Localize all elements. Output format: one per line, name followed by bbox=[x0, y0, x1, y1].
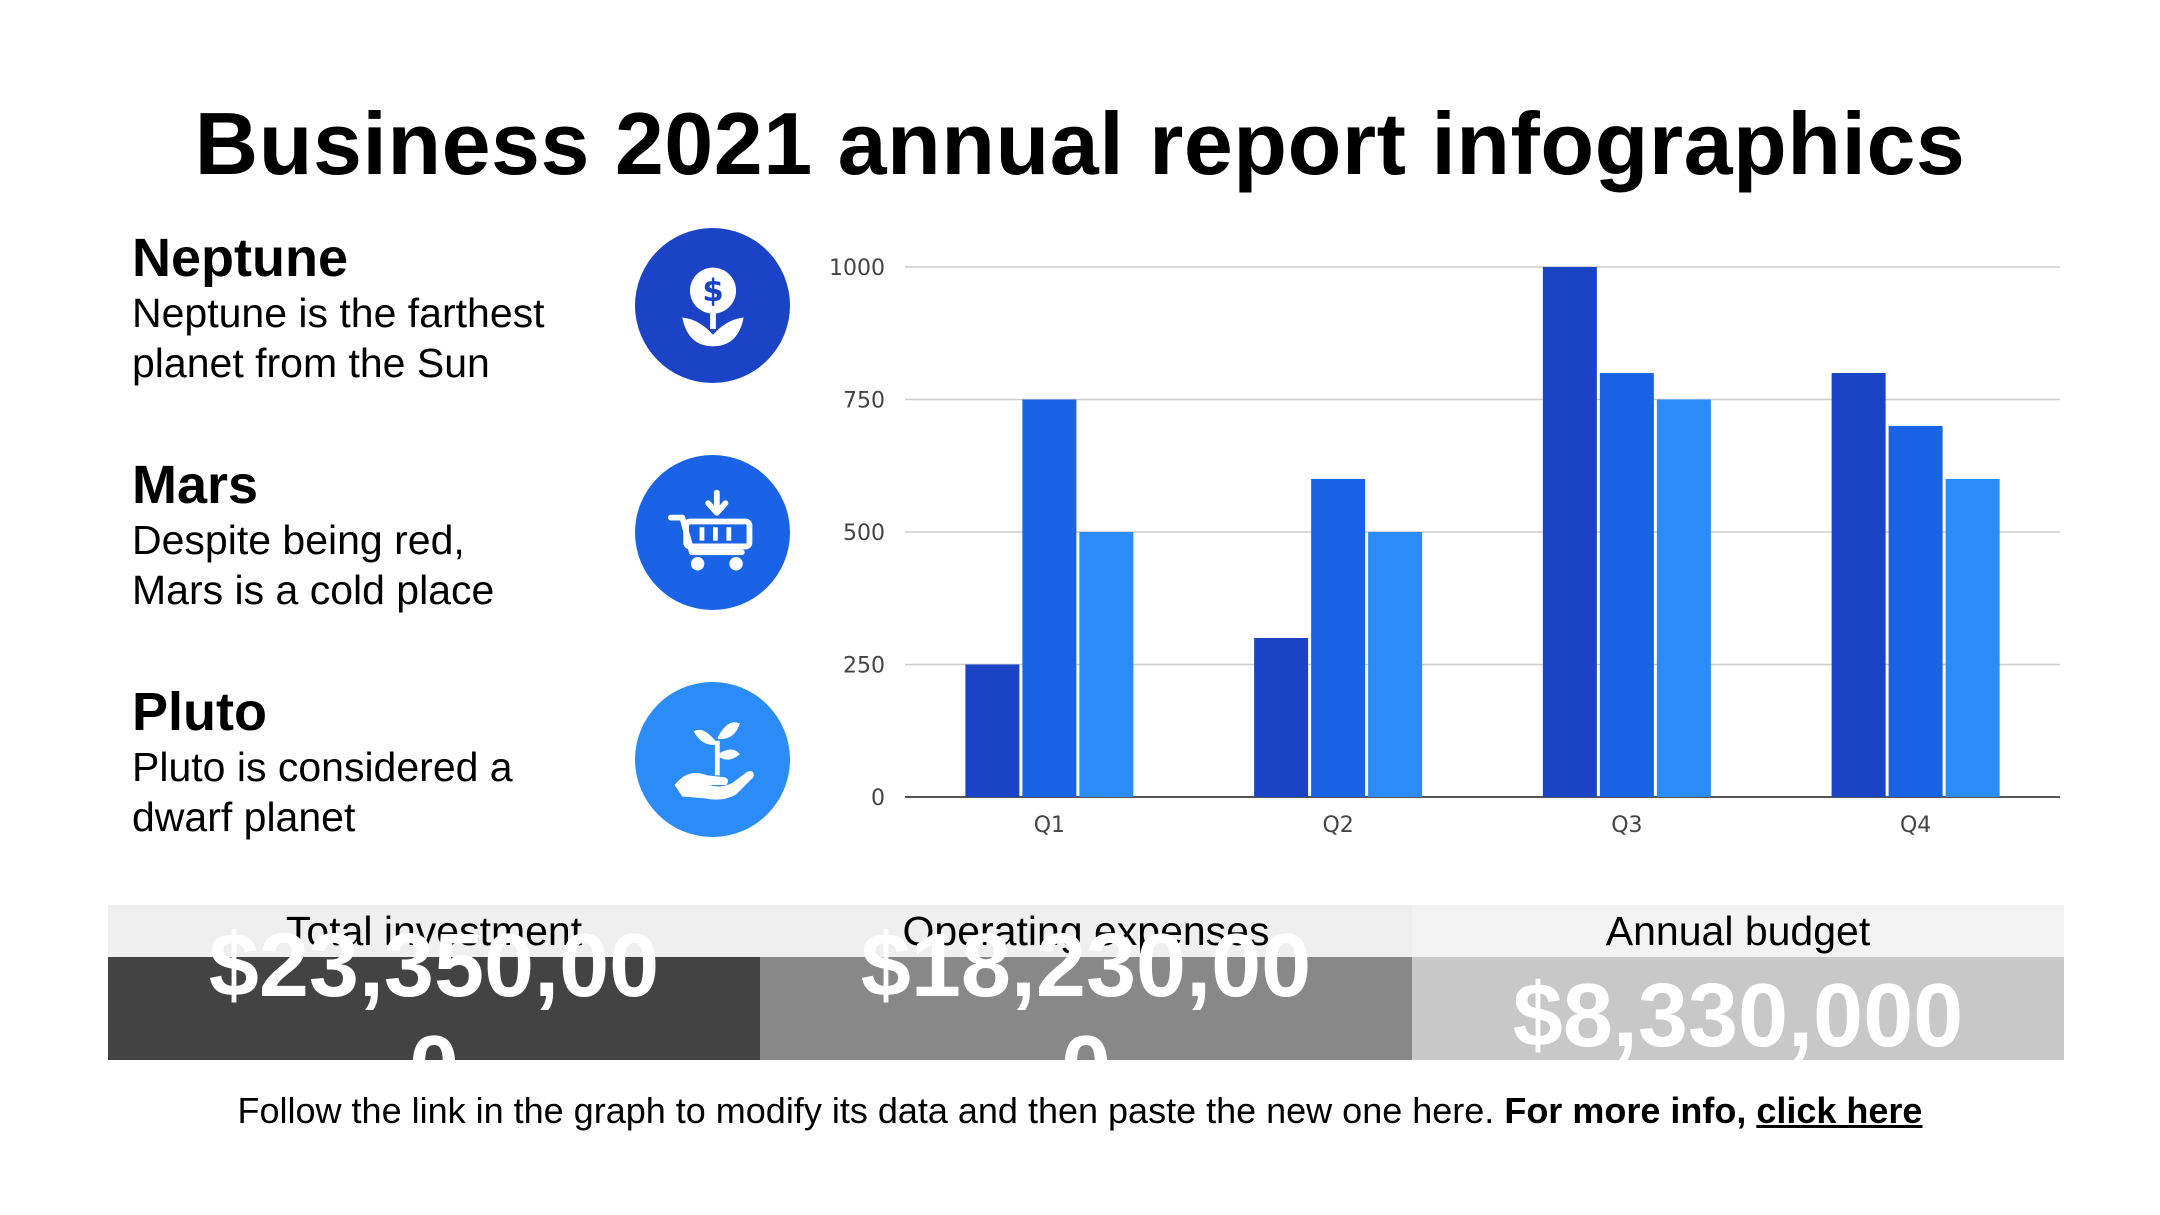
stat-panel-total-investment: Total investment $23,350,000 bbox=[108, 905, 760, 1060]
item-description-line: planet from the Sun bbox=[132, 340, 490, 386]
item-title: Mars bbox=[132, 455, 259, 515]
bar bbox=[1311, 479, 1366, 797]
bar bbox=[1368, 532, 1423, 797]
bar bbox=[1831, 373, 1886, 797]
bar bbox=[1599, 373, 1654, 797]
bar bbox=[1542, 267, 1597, 797]
bar bbox=[1254, 638, 1309, 797]
item-description-line: Pluto is considered a bbox=[132, 744, 513, 790]
stat-panel-body bbox=[760, 957, 1412, 1060]
more-info-link[interactable]: click here bbox=[1756, 1090, 1923, 1131]
stat-panel-body bbox=[108, 957, 760, 1060]
stat-panel-body bbox=[1412, 957, 2064, 1060]
item-title: Neptune bbox=[132, 228, 348, 288]
bar bbox=[1888, 426, 1943, 797]
x-tick-label: Q1 bbox=[1034, 813, 1065, 838]
stat-value: $23,350,000 bbox=[208, 916, 660, 1060]
stat-value: $18,230,000 bbox=[860, 916, 1312, 1060]
y-tick-label: 0 bbox=[871, 786, 885, 811]
y-tick-label: 500 bbox=[843, 521, 885, 546]
stat-label: Annual budget bbox=[1412, 905, 2064, 957]
x-tick-label: Q2 bbox=[1322, 813, 1353, 838]
item-description-line: Despite being red, bbox=[132, 517, 465, 563]
footer-note: Follow the link in the graph to modify i… bbox=[0, 1088, 2160, 1134]
bar-chart: 0 250 500 750 1000 Q1 Q2 Q3 Q4 bbox=[829, 256, 2060, 838]
item-description-line: dwarf planet bbox=[132, 794, 356, 840]
item-neptune: Neptune Neptune is the farthest planet f… bbox=[132, 228, 692, 388]
stat-value: $8,330,000 bbox=[1512, 966, 1964, 1060]
x-tick-label: Q3 bbox=[1611, 813, 1642, 838]
svg-text:$: $ bbox=[702, 273, 723, 309]
item-description-line: Neptune is the farthest bbox=[132, 290, 545, 336]
stat-panel-annual-budget: Annual budget $8,330,000 bbox=[1412, 905, 2064, 1060]
item-pluto: Pluto Pluto is considered a dwarf planet bbox=[132, 682, 692, 842]
stat-label: Total investment bbox=[108, 905, 760, 957]
x-tick-label: Q4 bbox=[1900, 813, 1931, 838]
y-tick-label: 750 bbox=[843, 389, 885, 414]
stat-label: Operating expenses bbox=[760, 905, 1412, 957]
bar bbox=[1945, 479, 2000, 797]
hand-plant-icon bbox=[635, 682, 790, 837]
y-tick-label: 250 bbox=[843, 654, 885, 679]
item-title: Pluto bbox=[132, 682, 267, 742]
item-mars: Mars Despite being red, Mars is a cold p… bbox=[132, 455, 692, 615]
bar bbox=[1022, 399, 1077, 797]
item-description-line: Mars is a cold place bbox=[132, 567, 495, 613]
y-tick-label: 1000 bbox=[829, 256, 885, 281]
shopping-cart-icon bbox=[635, 455, 790, 610]
page-title: Business 2021 annual report infographics bbox=[194, 94, 1966, 193]
footer-bold-text: For more info, bbox=[1504, 1090, 1747, 1131]
bar bbox=[965, 664, 1020, 797]
footer-text: Follow the link in the graph to modify i… bbox=[237, 1090, 1495, 1131]
bar bbox=[1656, 399, 1711, 797]
money-plant-icon: $ bbox=[635, 228, 790, 383]
bar bbox=[1079, 532, 1134, 797]
stat-panel-operating-expenses: Operating expenses $18,230,000 bbox=[760, 905, 1412, 1060]
